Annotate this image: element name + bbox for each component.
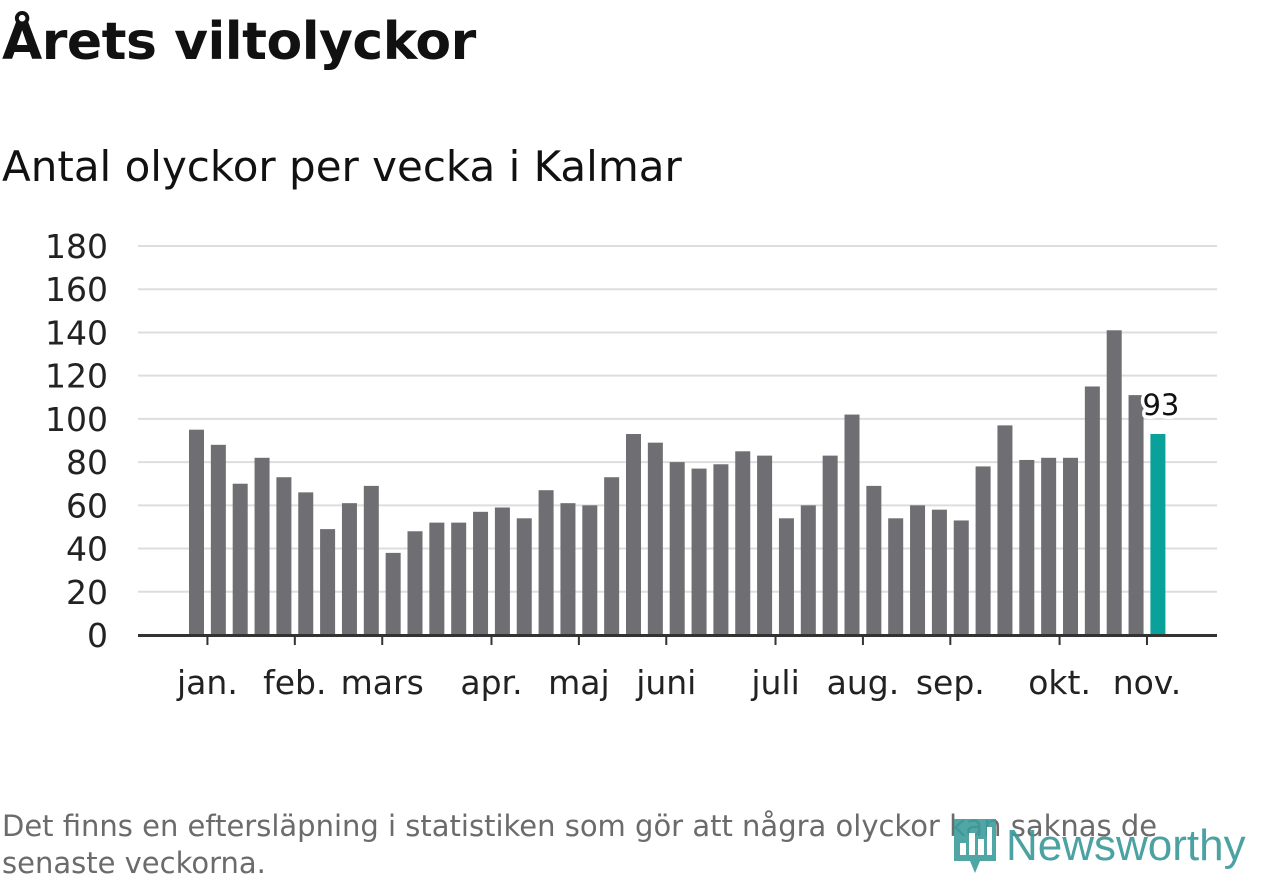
x-tick-label: nov. [1113, 663, 1182, 702]
bar [451, 522, 467, 635]
bar [844, 414, 860, 635]
newsworthy-logo-text: Newsworthy [1006, 821, 1246, 870]
newsworthy-logo: Newsworthy [950, 816, 1246, 876]
bar [494, 507, 510, 635]
bar [713, 464, 729, 635]
bar [560, 503, 576, 635]
bar [866, 485, 882, 635]
x-tick-label: juli [750, 663, 799, 702]
y-tick-label: 160 [45, 270, 108, 309]
bar [210, 444, 226, 635]
y-tick-label: 140 [45, 313, 108, 352]
bar [232, 483, 248, 635]
y-tick-label: 80 [66, 443, 108, 482]
y-axis-ticks: 0 20 40 60 80 100 120 140 160 180 [45, 227, 108, 655]
bar [1063, 457, 1078, 635]
y-tick-label: 180 [45, 227, 108, 266]
bar [735, 451, 751, 635]
bar [276, 477, 292, 635]
bar [1019, 459, 1035, 635]
newsworthy-logo-icon [954, 819, 996, 873]
bar-chart: 0 20 40 60 80 100 120 140 160 180 jan. feb. mars apr… [45, 227, 1217, 702]
chart-title: Årets viltolyckor [2, 12, 476, 72]
bar [516, 518, 532, 635]
bar [997, 425, 1013, 635]
bar [669, 462, 685, 635]
x-tick-label: okt. [1028, 663, 1091, 702]
x-tick-label: sep. [916, 663, 985, 702]
bar [757, 455, 773, 635]
chart-subtitle: Antal olyckor per vecka i Kalmar [2, 142, 682, 191]
bar [604, 477, 620, 635]
bar [800, 505, 816, 635]
x-tick-label: aug. [827, 663, 900, 702]
bars [189, 330, 1166, 635]
x-tick-label: apr. [460, 663, 522, 702]
x-tick-label: jan. [176, 663, 238, 702]
x-tick-label: juni [635, 663, 696, 702]
y-tick-label: 60 [66, 486, 108, 525]
bar [298, 492, 314, 635]
bar [189, 429, 204, 635]
x-tick-label: mars [341, 663, 424, 702]
bar [407, 531, 423, 635]
bar [1106, 330, 1122, 635]
y-tick-label: 120 [45, 357, 108, 396]
bar [341, 503, 357, 635]
bar [1084, 386, 1100, 635]
bar [626, 434, 641, 635]
y-tick-label: 20 [66, 573, 108, 612]
bar [363, 485, 379, 635]
bar [582, 505, 598, 635]
x-tick-label: feb. [263, 663, 326, 702]
data-label-halo: 93 [1142, 388, 1179, 422]
bar [429, 522, 445, 635]
y-tick-label: 100 [45, 400, 108, 439]
bar [538, 490, 554, 635]
bar [254, 457, 270, 635]
bar [1041, 457, 1057, 635]
bar [888, 518, 904, 635]
bar [778, 518, 794, 635]
bar [953, 520, 969, 635]
bar [822, 455, 838, 635]
bar [473, 511, 489, 635]
bar [931, 509, 947, 635]
y-tick-label: 0 [87, 616, 108, 655]
data-label: 93 [1142, 388, 1179, 422]
bar [691, 468, 707, 635]
bar [647, 442, 663, 635]
bar [910, 505, 926, 635]
x-axis: jan. feb. mars apr. maj juni juli aug. sep. okt. n… [138, 634, 1217, 702]
bar-highlighted [1150, 434, 1166, 635]
x-tick-label: maj [548, 663, 610, 702]
bar [385, 552, 401, 635]
bar [975, 466, 991, 635]
bar [1128, 395, 1144, 635]
bar [320, 529, 336, 635]
y-tick-label: 40 [66, 530, 108, 569]
